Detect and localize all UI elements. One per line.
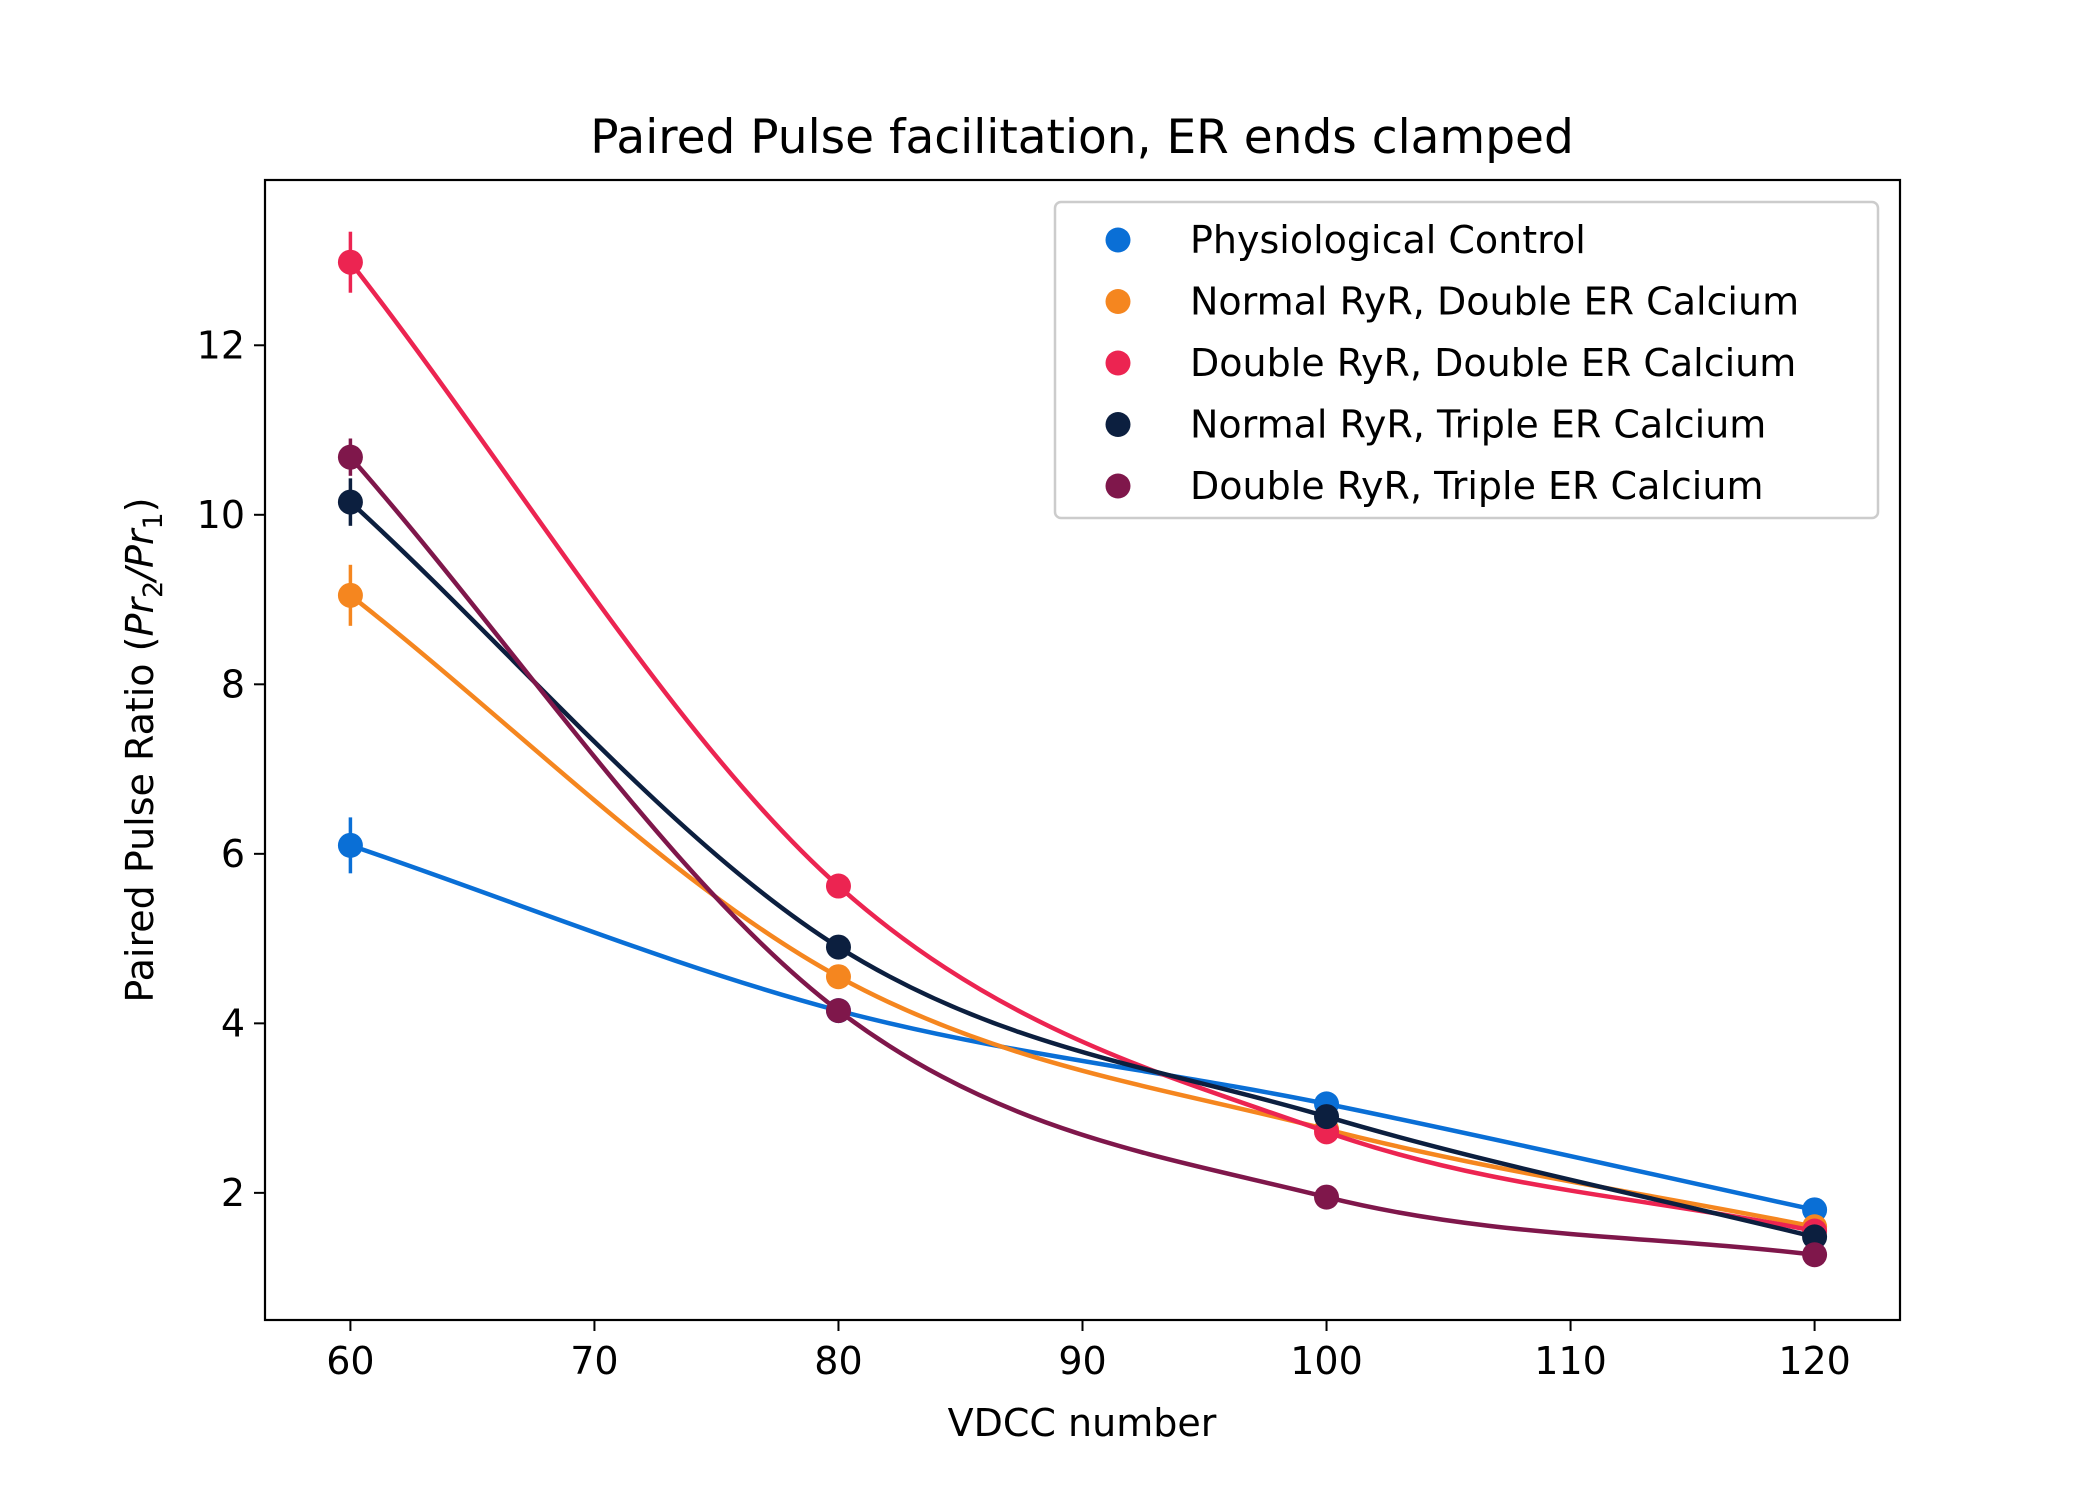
series-4 xyxy=(337,478,1828,1250)
y-axis-label-prefix: Paired Pulse Ratio ( xyxy=(118,637,162,1003)
series-line xyxy=(349,843,1816,1213)
legend-label: Double RyR, Triple ER Calcium xyxy=(1190,464,1763,508)
y-tick-label: 12 xyxy=(197,323,245,367)
x-tick-label: 60 xyxy=(326,1339,374,1383)
data-point xyxy=(825,873,851,899)
data-point xyxy=(1314,1184,1340,1210)
data-point xyxy=(1802,1224,1828,1250)
chart-title: Paired Pulse facilitation, ER ends clamp… xyxy=(590,110,1574,165)
x-axis: 60 70 80 90 100 110 120 xyxy=(326,1320,1851,1383)
legend-marker xyxy=(1105,227,1131,253)
y-axis-label-num-sub: 2 xyxy=(138,581,169,598)
data-point xyxy=(825,998,851,1024)
y-axis-label-num: Pr xyxy=(118,596,162,637)
data-point xyxy=(825,934,851,960)
legend-label: Physiological Control xyxy=(1190,218,1586,262)
y-axis-label: Paired Pulse Ratio (Pr2/Pr1) xyxy=(118,497,169,1002)
legend-marker xyxy=(1105,473,1131,499)
legend-marker xyxy=(1105,289,1131,314)
legend-label: Normal RyR, Double ER Calcium xyxy=(1190,280,1799,324)
x-axis-label: VDCC number xyxy=(948,1401,1217,1445)
series-5 xyxy=(337,438,1828,1268)
legend-marker xyxy=(1105,412,1131,437)
y-axis: 2 4 6 8 10 12 xyxy=(197,323,265,1215)
data-point xyxy=(337,832,363,858)
series-line xyxy=(348,260,1816,1234)
x-tick-label: 70 xyxy=(570,1339,618,1383)
data-point xyxy=(337,489,363,515)
data-point xyxy=(1802,1242,1828,1268)
y-tick-label: 4 xyxy=(221,1001,245,1045)
legend-frame xyxy=(1053,200,1880,520)
y-tick-label: 2 xyxy=(221,1171,245,1215)
legend-label: Double RyR, Double ER Calcium xyxy=(1190,341,1796,385)
y-tick-label: 8 xyxy=(221,662,245,706)
series-1 xyxy=(337,817,1828,1223)
y-axis-label-slash: / xyxy=(118,564,162,584)
data-point xyxy=(337,444,363,470)
legend-marker xyxy=(1105,350,1131,376)
x-tick-label: 90 xyxy=(1058,1339,1106,1383)
data-point xyxy=(337,582,363,608)
y-axis-label-suffix: ) xyxy=(118,497,162,512)
x-tick-label: 100 xyxy=(1290,1339,1363,1383)
legend: Physiological Control Normal RyR, Double … xyxy=(1053,200,1880,520)
series-line xyxy=(348,455,1815,1257)
y-tick-label: 10 xyxy=(197,493,245,537)
series-line xyxy=(348,500,1816,1240)
data-point xyxy=(1314,1104,1340,1130)
data-point xyxy=(337,249,363,275)
x-tick-label: 120 xyxy=(1778,1339,1851,1383)
series-layer xyxy=(337,231,1828,1268)
x-tick-label: 110 xyxy=(1534,1339,1607,1383)
y-axis-label-den: Pr xyxy=(118,527,162,568)
data-point xyxy=(825,964,851,990)
x-tick-label: 80 xyxy=(814,1339,862,1383)
legend-label: Normal RyR, Triple ER Calcium xyxy=(1190,403,1766,447)
y-tick-label: 6 xyxy=(221,832,245,876)
series-2 xyxy=(337,564,1828,1240)
y-axis-label-den-sub: 1 xyxy=(138,512,169,529)
series-line xyxy=(349,593,1816,1229)
